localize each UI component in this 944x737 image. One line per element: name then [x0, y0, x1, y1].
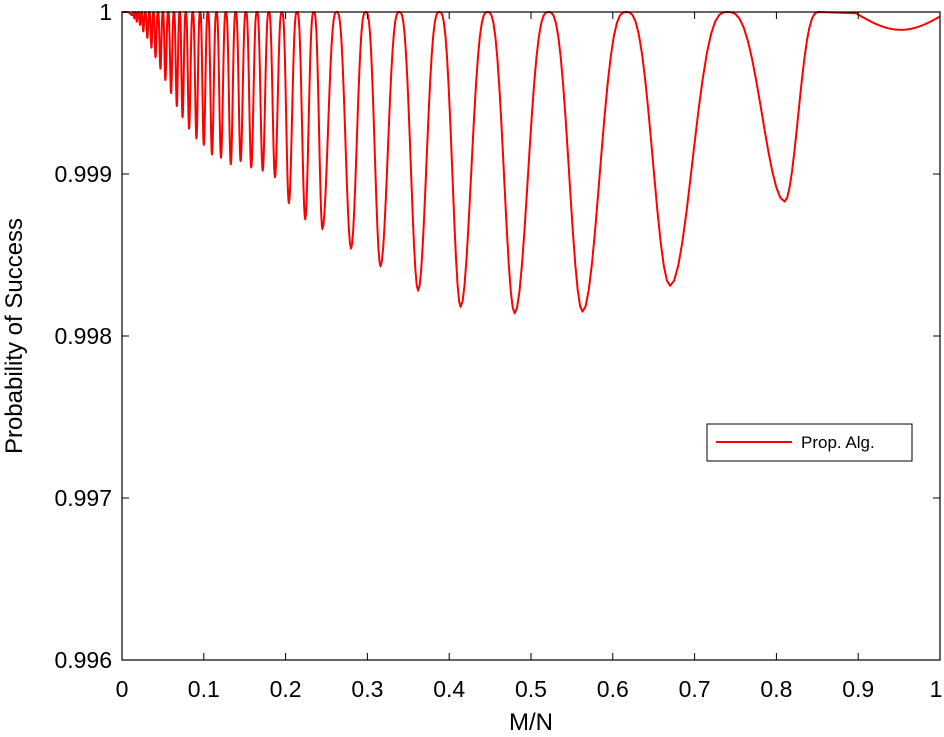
y-tick-label: 0.996 — [54, 647, 112, 673]
y-tick-label: 0.997 — [54, 485, 112, 511]
x-tick-label: 0.1 — [188, 676, 220, 702]
series-layer — [122, 11, 941, 315]
x-tick-label: 0.6 — [597, 676, 629, 702]
series-line-prop-alg — [122, 11, 941, 315]
legend-label: Prop. Alg. — [801, 433, 875, 452]
x-tick-label: 0.8 — [760, 676, 792, 702]
x-tick-label: 0.9 — [842, 676, 874, 702]
y-tick-label: 1 — [99, 0, 112, 25]
y-ticks: 0.996 0.997 0.998 0.999 1 — [54, 0, 940, 673]
x-axis-label: M/N — [509, 709, 553, 736]
x-tick-label: 0.4 — [433, 676, 465, 702]
y-axis-label: Probability of Success — [1, 218, 28, 454]
x-tick-label: 0.3 — [351, 676, 383, 702]
x-ticks: 0 0.1 0.2 0.3 0.4 0.5 0.6 0.7 0.8 0.9 1 — [116, 12, 943, 702]
x-tick-label: 0.7 — [679, 676, 711, 702]
x-tick-label: 0 — [116, 676, 129, 702]
plot-area — [122, 12, 940, 660]
x-tick-label: 0.5 — [515, 676, 547, 702]
x-tick-label: 1 — [930, 676, 943, 702]
y-tick-label: 0.998 — [54, 323, 112, 349]
y-tick-label: 0.999 — [54, 161, 112, 187]
legend: Prop. Alg. — [706, 423, 913, 462]
x-tick-label: 0.2 — [270, 676, 302, 702]
